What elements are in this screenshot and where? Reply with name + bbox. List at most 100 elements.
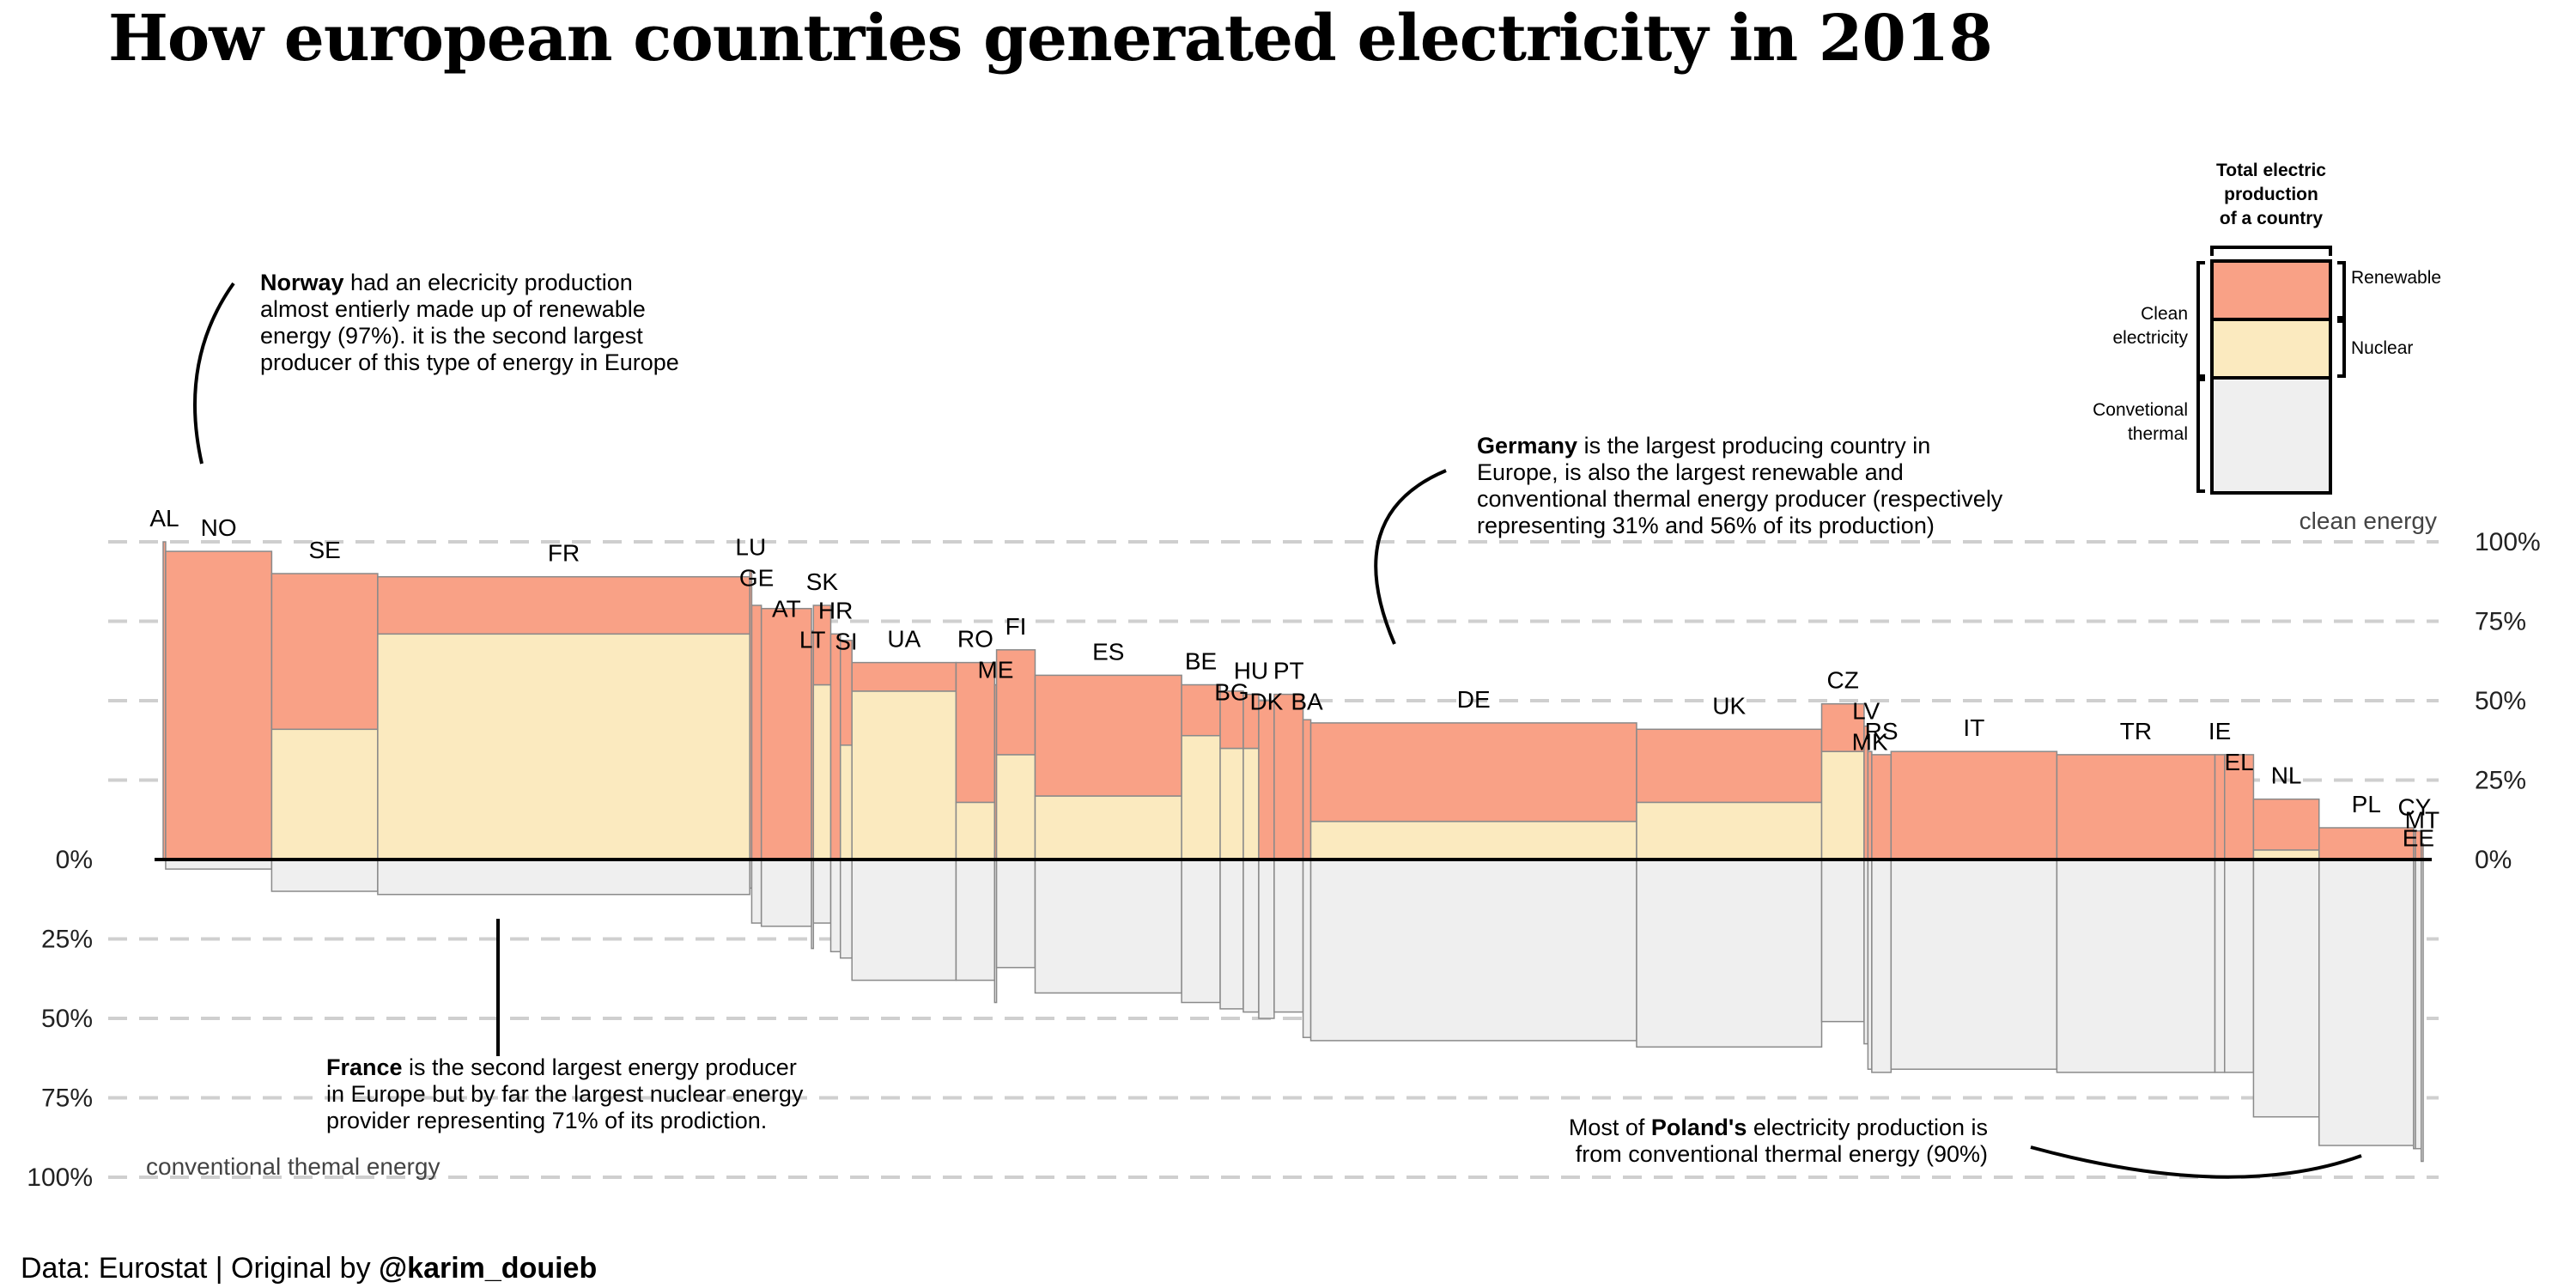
bar-nuclear-sk: [812, 683, 832, 860]
conventional-energy-label: conventional themal energy: [146, 1153, 440, 1180]
norway-leader-line: [193, 282, 235, 465]
germany-note-line-1: Germany is the largest producing country…: [1477, 433, 1930, 459]
country-label-lv: LV: [1852, 698, 1880, 725]
legend-thermal-swatch: [2210, 376, 2332, 495]
bar-renewable-ge: [750, 605, 762, 860]
poland-line-1: electricity production is: [1747, 1115, 1988, 1140]
norway-line-2: almost entierly made up of renewable: [260, 296, 646, 322]
country-label-dk: DK: [1249, 689, 1283, 715]
bar-thermal-ba: [1302, 859, 1312, 1038]
bar-thermal-ro: [955, 859, 996, 981]
norway-annotation: Norway had an elecricity production almo…: [193, 270, 679, 465]
country-label-fr: FR: [548, 540, 580, 567]
left-tick-label: 25%: [41, 926, 93, 954]
norway-line-3: energy (97%). it is the second largest: [260, 323, 643, 349]
france-annotation: France is the second largest energy prod…: [326, 919, 804, 1133]
legend-clean-label-1: Clean: [2141, 304, 2188, 324]
bar-nuclear-uk: [1636, 801, 1823, 860]
country-label-pt: PT: [1273, 658, 1304, 684]
left-tick-label: 0%: [56, 846, 93, 874]
country-label-it: IT: [1963, 714, 1984, 741]
legend-renewable-bracket: [2337, 261, 2346, 319]
country-label-al: AL: [149, 505, 179, 532]
germany-line-2: Europe, is also the largest renewable an…: [1477, 459, 1904, 485]
bar-thermal-be: [1181, 859, 1221, 1004]
footer-prefix: Data: Eurostat | Original by: [21, 1252, 379, 1285]
bars-group: [162, 541, 2424, 1163]
footer-source: Data: Eurostat | Original by @karim_doui…: [21, 1252, 597, 1285]
bar-nuclear-ua: [851, 690, 957, 860]
country-label-at: AT: [772, 595, 801, 622]
bar-renewable-es: [1034, 674, 1182, 797]
legend-clean-bracket: [2196, 261, 2205, 378]
bar-thermal-fr: [377, 859, 750, 896]
country-label-cy: CY: [2397, 794, 2431, 821]
bar-thermal-tr: [2056, 859, 2216, 1073]
bar-renewable-si: [839, 639, 853, 746]
bar-thermal-pt: [1273, 859, 1304, 1013]
bar-renewable-el: [2223, 754, 2255, 860]
bar-renewable-at: [760, 607, 812, 860]
legend-nuclear-label: Nuclear: [2351, 338, 2413, 358]
chart-title: How european countries generated electri…: [108, 2, 1992, 76]
country-label-mk: MK: [1852, 729, 1888, 756]
right-tick-label: 25%: [2475, 767, 2526, 795]
bar-thermal-uk: [1636, 859, 1823, 1048]
bar-nuclear-de: [1309, 820, 1637, 860]
bar-renewable-no: [165, 550, 273, 860]
country-label-tr: TR: [2120, 718, 2152, 744]
poland-bold: Poland's: [1651, 1115, 1747, 1140]
germany-bold: Germany: [1477, 433, 1577, 459]
bar-renewable-tr: [2056, 754, 2216, 860]
country-label-be: BE: [1185, 648, 1217, 675]
legend-nuclear-bracket: [2337, 319, 2346, 378]
country-label-pl: PL: [2352, 791, 2381, 817]
poland-line-2: from conventional thermal energy (90%): [1576, 1141, 1988, 1167]
country-label-ua: UA: [887, 626, 920, 653]
bar-renewable-be: [1181, 683, 1221, 737]
bar-nuclear-se: [270, 728, 379, 860]
country-label-mt: MT: [2405, 807, 2439, 834]
norway-bold: Norway: [260, 270, 344, 295]
legend-heading-1: Total electric: [2216, 161, 2326, 180]
bar-thermal-ie: [2214, 859, 2226, 1073]
country-label-ge: GE: [739, 564, 774, 591]
bar-thermal-pl: [2318, 859, 2415, 1146]
legend-clean-label-2: electricity: [2112, 328, 2188, 348]
bar-thermal-si: [839, 859, 853, 959]
bar-renewable-pl: [2318, 827, 2415, 860]
bar-thermal-cz: [1820, 859, 1865, 1023]
bar-thermal-nl: [2252, 859, 2320, 1118]
bar-nuclear-bg: [1219, 747, 1244, 860]
country-label-fi: FI: [1005, 613, 1027, 640]
left-tick-label: 75%: [41, 1084, 93, 1113]
legend: Total electric production of a country R…: [2093, 161, 2441, 495]
legend-heading-2: production: [2224, 185, 2318, 204]
bar-thermal-mt: [2421, 859, 2424, 1163]
bar-renewable-cz: [1820, 702, 1865, 752]
bar-thermal-de: [1309, 859, 1637, 1042]
bar-renewable-uk: [1636, 728, 1823, 804]
bar-thermal-dk: [1258, 859, 1275, 1019]
bar-thermal-ua: [851, 859, 957, 981]
bar-thermal-bg: [1219, 859, 1244, 1010]
bar-thermal-sk: [812, 859, 832, 924]
bar-thermal-se: [270, 859, 379, 892]
country-label-cz: CZ: [1827, 667, 1859, 694]
bar-thermal-es: [1034, 859, 1182, 994]
france-note-line-1: France is the second largest energy prod…: [326, 1054, 797, 1080]
bar-renewable-ro: [955, 661, 996, 804]
right-tick-label: 75%: [2475, 608, 2526, 636]
germany-line-3: conventional thermal energy producer (re…: [1477, 486, 2003, 512]
bar-nuclear-be: [1181, 734, 1221, 860]
bar-renewable-nl: [2252, 798, 2320, 851]
country-label-nl: NL: [2271, 762, 2302, 789]
bar-thermal-at: [760, 859, 812, 927]
norway-line-4: producer of this type of energy in Europ…: [260, 349, 679, 375]
country-label-ie: IE: [2208, 718, 2231, 744]
bar-thermal-rs: [1871, 859, 1893, 1073]
country-label-me: ME: [977, 657, 1013, 683]
germany-leader-line: [1374, 469, 1447, 645]
bar-thermal-hr: [829, 859, 841, 953]
country-label-es: ES: [1092, 638, 1124, 665]
